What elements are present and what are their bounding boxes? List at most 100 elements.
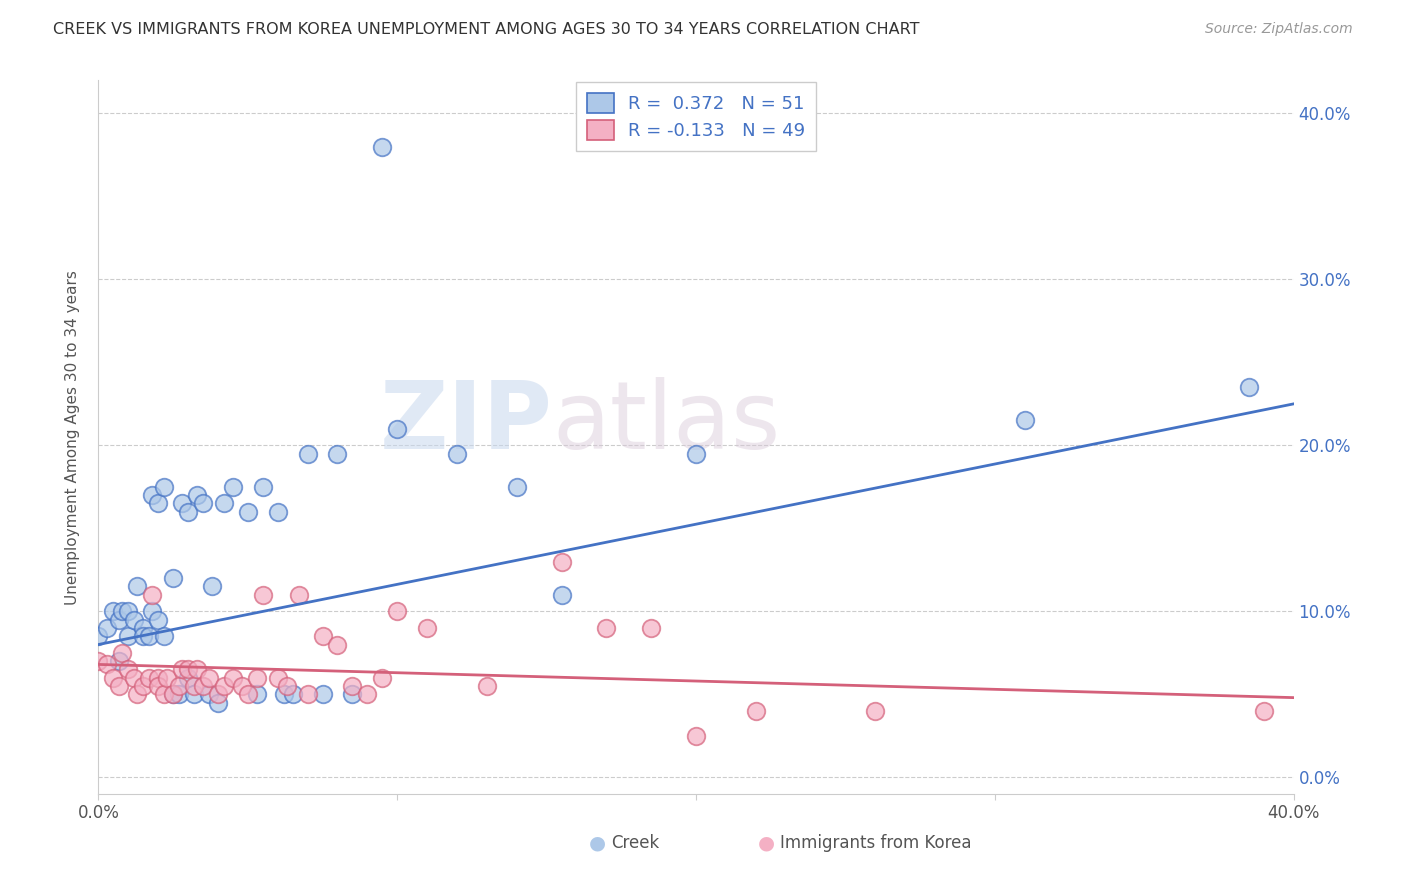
Point bbox=[222, 671, 245, 685]
Point bbox=[124, 671, 146, 685]
Point bbox=[96, 621, 118, 635]
Point bbox=[183, 679, 205, 693]
Point bbox=[267, 505, 290, 519]
Point bbox=[236, 505, 259, 519]
Point bbox=[177, 671, 200, 685]
Point bbox=[141, 604, 163, 618]
Point bbox=[475, 679, 498, 693]
Point bbox=[246, 671, 269, 685]
Point bbox=[167, 679, 190, 693]
Point bbox=[162, 571, 184, 585]
Point bbox=[267, 671, 290, 685]
Point bbox=[198, 671, 221, 685]
Point bbox=[326, 447, 349, 461]
Point bbox=[138, 629, 160, 643]
Point bbox=[127, 687, 149, 701]
Point bbox=[87, 629, 110, 643]
Text: ZIP: ZIP bbox=[380, 376, 553, 469]
Point bbox=[132, 629, 155, 643]
Point bbox=[446, 447, 468, 461]
Point bbox=[311, 629, 333, 643]
Text: ●: ● bbox=[589, 833, 606, 853]
Point bbox=[153, 687, 176, 701]
Point bbox=[186, 662, 208, 676]
Point bbox=[148, 671, 170, 685]
Point bbox=[342, 687, 364, 701]
Point bbox=[186, 488, 208, 502]
Point bbox=[117, 662, 139, 676]
Point bbox=[212, 679, 235, 693]
Point bbox=[111, 646, 134, 660]
Point bbox=[132, 621, 155, 635]
Point bbox=[745, 704, 768, 718]
Point bbox=[183, 687, 205, 701]
Point bbox=[236, 687, 259, 701]
Point bbox=[371, 139, 394, 153]
Point bbox=[595, 621, 617, 635]
Point bbox=[177, 662, 200, 676]
Point bbox=[273, 687, 295, 701]
Point bbox=[550, 588, 572, 602]
Point bbox=[148, 496, 170, 510]
Point bbox=[311, 687, 333, 701]
Point bbox=[212, 496, 235, 510]
Point bbox=[685, 447, 707, 461]
Point bbox=[207, 696, 229, 710]
Point bbox=[685, 729, 707, 743]
Point bbox=[96, 657, 118, 672]
Point bbox=[153, 480, 176, 494]
Point bbox=[177, 505, 200, 519]
Point bbox=[326, 638, 349, 652]
Point bbox=[276, 679, 298, 693]
Point bbox=[865, 704, 887, 718]
Point bbox=[356, 687, 378, 701]
Text: Immigrants from Korea: Immigrants from Korea bbox=[780, 834, 972, 852]
Y-axis label: Unemployment Among Ages 30 to 34 years: Unemployment Among Ages 30 to 34 years bbox=[65, 269, 80, 605]
Point bbox=[156, 671, 179, 685]
Point bbox=[201, 579, 224, 593]
Point bbox=[111, 604, 134, 618]
Point bbox=[231, 679, 253, 693]
Text: CREEK VS IMMIGRANTS FROM KOREA UNEMPLOYMENT AMONG AGES 30 TO 34 YEARS CORRELATIO: CREEK VS IMMIGRANTS FROM KOREA UNEMPLOYM… bbox=[53, 22, 920, 37]
Point bbox=[167, 687, 190, 701]
Point bbox=[297, 447, 319, 461]
Point bbox=[148, 679, 170, 693]
Point bbox=[103, 671, 125, 685]
Point bbox=[371, 671, 394, 685]
Point bbox=[252, 480, 274, 494]
Text: Source: ZipAtlas.com: Source: ZipAtlas.com bbox=[1205, 22, 1353, 37]
Point bbox=[162, 687, 184, 701]
Point bbox=[141, 588, 163, 602]
Point bbox=[172, 662, 194, 676]
Point bbox=[117, 629, 139, 643]
Point bbox=[385, 604, 409, 618]
Point bbox=[191, 679, 214, 693]
Point bbox=[127, 579, 149, 593]
Point bbox=[117, 604, 139, 618]
Point bbox=[246, 687, 269, 701]
Point bbox=[207, 687, 229, 701]
Point bbox=[148, 613, 170, 627]
Point bbox=[172, 496, 194, 510]
Point bbox=[222, 480, 245, 494]
Point bbox=[103, 604, 125, 618]
Point bbox=[138, 671, 160, 685]
Text: Creek: Creek bbox=[612, 834, 659, 852]
Legend: R =  0.372   N = 51, R = -0.133   N = 49: R = 0.372 N = 51, R = -0.133 N = 49 bbox=[576, 82, 815, 151]
Point bbox=[640, 621, 662, 635]
Point bbox=[416, 621, 439, 635]
Point bbox=[87, 654, 110, 668]
Point bbox=[1253, 704, 1275, 718]
Point bbox=[281, 687, 304, 701]
Point bbox=[132, 679, 155, 693]
Point bbox=[342, 679, 364, 693]
Point bbox=[550, 555, 572, 569]
Point bbox=[506, 480, 529, 494]
Text: atlas: atlas bbox=[553, 376, 780, 469]
Point bbox=[385, 422, 409, 436]
Point bbox=[297, 687, 319, 701]
Point bbox=[108, 613, 131, 627]
Point bbox=[252, 588, 274, 602]
Point bbox=[191, 496, 214, 510]
Point bbox=[124, 613, 146, 627]
